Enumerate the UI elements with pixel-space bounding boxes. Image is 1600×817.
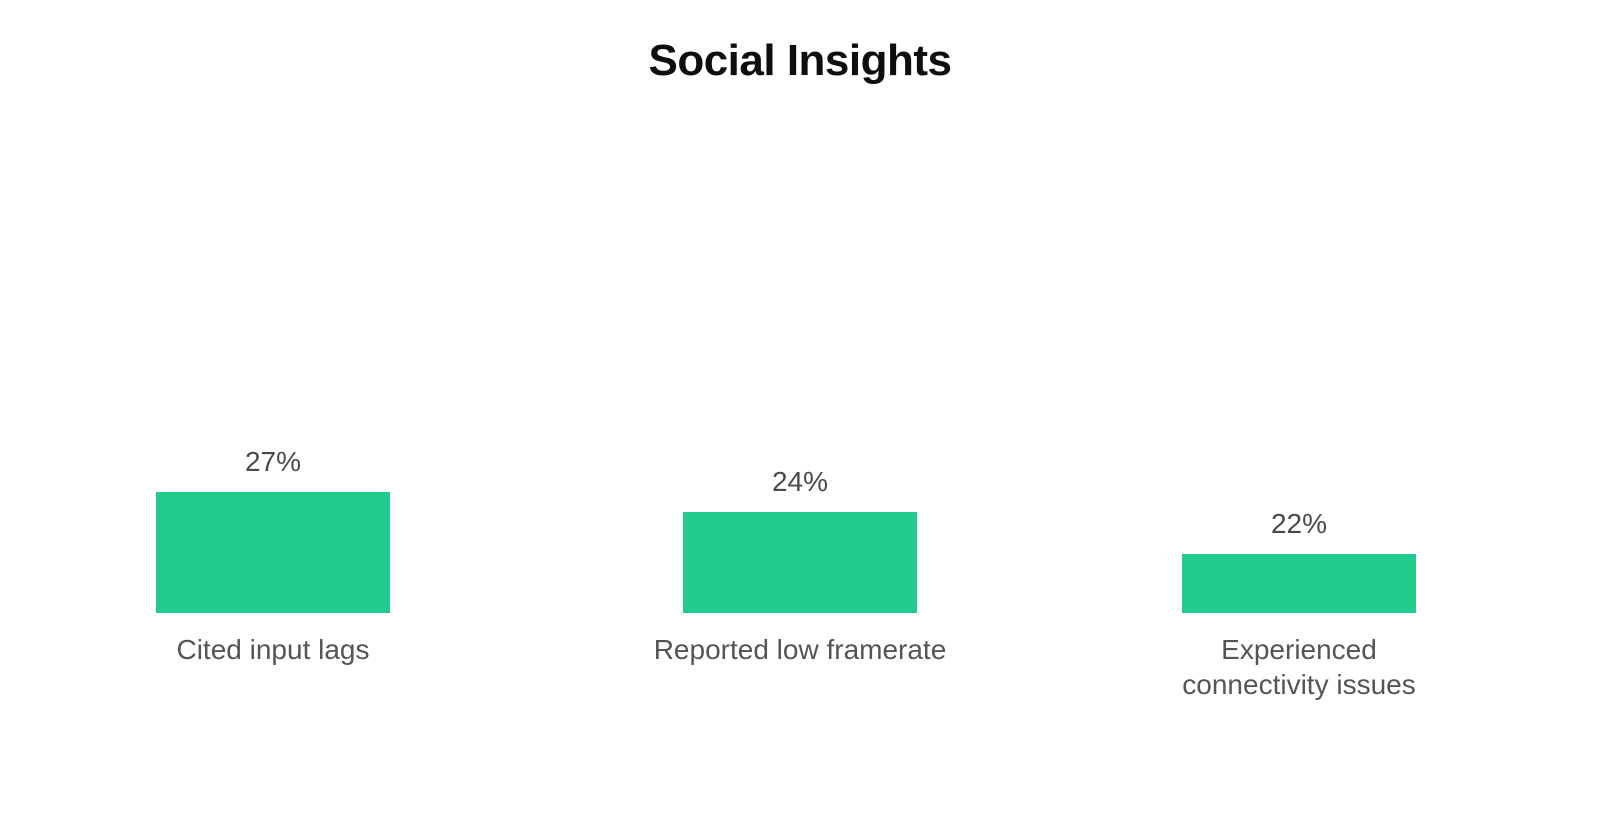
bar-category-label: Cited input lags <box>176 634 370 665</box>
bar-value-label: 24% <box>771 466 829 497</box>
bar-group-cited-input-lags: 27% Cited input lags <box>156 445 390 665</box>
bar-group-experienced-connectivity-issues: 22% Experienced connectivity issues <box>1182 507 1416 700</box>
bar-reported-low-framerate <box>683 512 917 613</box>
bar-group-reported-low-framerate: 24% Reported low framerate <box>654 465 947 665</box>
bar-value-label: 22% <box>1270 508 1328 539</box>
chart-title: Social Insights <box>648 36 952 85</box>
bar-experienced-connectivity-issues <box>1182 554 1416 613</box>
bar-value-label: 27% <box>244 446 302 477</box>
bar-category-label: Reported low framerate <box>653 634 947 665</box>
bar-category-label: Experienced connectivity issues <box>1182 634 1416 700</box>
bar-cited-input-lags <box>156 492 390 613</box>
